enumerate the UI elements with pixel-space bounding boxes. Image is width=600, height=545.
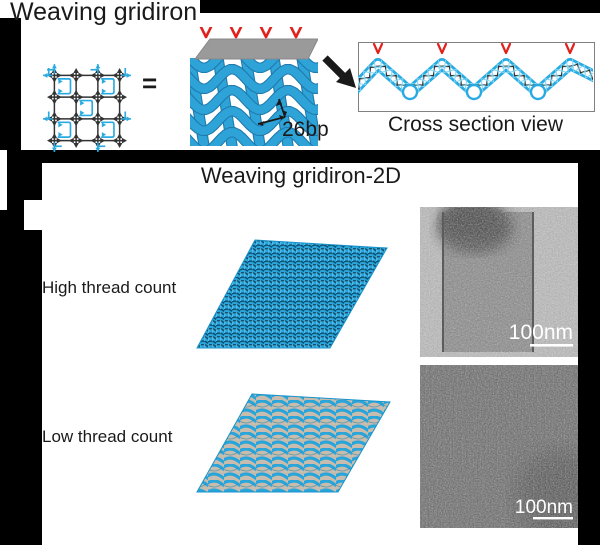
svg-text:100nm: 100nm <box>509 321 573 344</box>
svg-text:100nm: 100nm <box>515 497 573 518</box>
